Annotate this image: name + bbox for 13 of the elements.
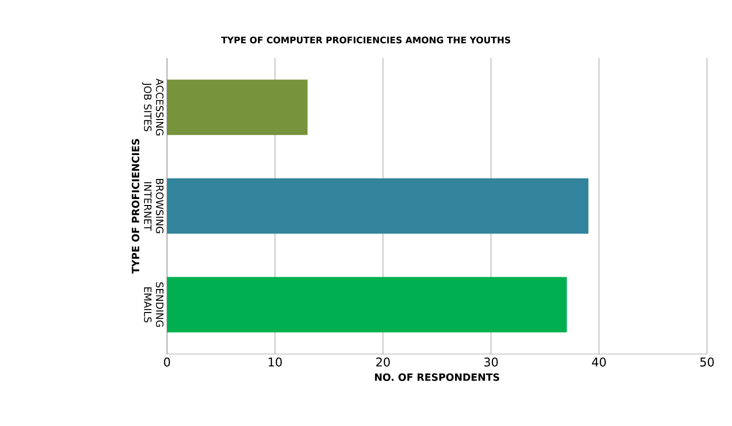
chart-title: TYPE OF COMPUTER PROFICIENCIES AMONG THE YOUTHS <box>221 36 510 44</box>
x-tick-label: 20 <box>376 358 390 367</box>
y-tick-label: SENDING EMAILS <box>144 282 164 327</box>
x-axis-title: NO. OF RESPONDENTS <box>375 373 500 381</box>
y-tick-label: ACCESSING JOB SITES <box>142 78 164 136</box>
x-tick-label: 50 <box>700 358 714 367</box>
x-tick-label: 0 <box>164 358 170 367</box>
x-tick-label: 30 <box>484 358 498 367</box>
y-tick-label: BROWSING INTERNET <box>144 179 164 234</box>
bar <box>167 178 588 234</box>
x-tick-label: 40 <box>592 358 606 367</box>
x-tick-label: 10 <box>268 358 282 367</box>
y-axis-title: TYPE OF PROFICIENCIES <box>132 139 140 274</box>
